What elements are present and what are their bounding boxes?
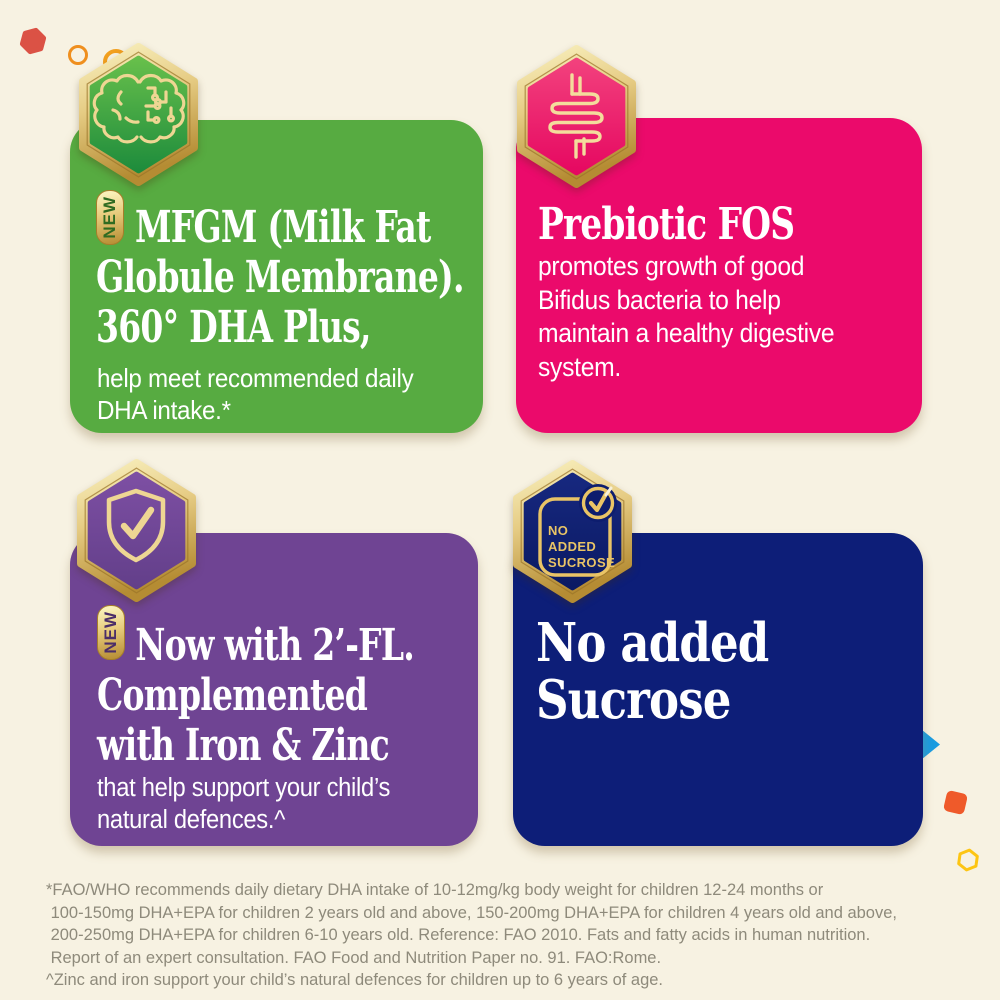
prebiotic-title: Prebiotic FOS — [538, 200, 975, 250]
2fl-new-badge: NEW — [97, 605, 125, 660]
mfgm-title-line1: MFGM (Milk Fat — [135, 202, 431, 253]
no-added-sucrose-icon: NO ADDED SUCROSE — [538, 484, 617, 577]
card-prebiotic: Prebiotic FOS promotes growth of good Bi… — [516, 45, 922, 433]
card-mfgm: NEW MFGM (Milk Fat Globule Membrane). 36… — [70, 43, 483, 433]
2fl-new-label: NEW — [101, 611, 120, 654]
card-sucrose: NO ADDED SUCROSE No added Sucrose — [513, 460, 923, 846]
sucrose-stamp-line2: ADDED — [548, 539, 596, 554]
mfgm-title: MFGM (Milk Fat Globule Membrane). 360° D… — [96, 203, 516, 353]
2fl-title-line2: Complemented — [97, 670, 368, 721]
sucrose-title-line2: Sucrose — [536, 669, 731, 731]
hexagon-decor-red — [19, 27, 47, 55]
intestine-icon — [548, 73, 604, 159]
square-decor-orange — [942, 789, 969, 816]
ring-decor-orange — [68, 45, 88, 65]
mfgm-title-line2: Globule Membrane). — [96, 252, 464, 303]
brain-icon — [92, 73, 186, 144]
mfgm-body: help meet recommended daily DHA intake.* — [97, 363, 414, 425]
footnote: *FAO/WHO recommends daily dietary DHA in… — [46, 880, 897, 990]
sucrose-hex-badge: NO ADDED SUCROSE — [513, 460, 632, 603]
prebiotic-body: promotes growth of good Bifidus bacteria… — [538, 251, 835, 382]
2fl-hex-badge — [77, 459, 196, 602]
2fl-title-line1: Now with 2’-FL. — [135, 620, 415, 671]
2fl-title-line3: with Iron & Zinc — [97, 720, 390, 771]
sucrose-title: No added Sucrose — [536, 615, 1000, 729]
prebiotic-hex-badge — [517, 45, 636, 188]
hexagon-decor-yellow — [957, 848, 979, 872]
card-2fl: NEW Now with 2’-FL. Complemented with Ir… — [70, 459, 478, 846]
sucrose-stamp-line1: NO — [548, 523, 568, 538]
prebiotic-title-line1: Prebiotic FOS — [538, 199, 795, 250]
2fl-title: Now with 2’-FL. Complemented with Iron &… — [97, 621, 517, 771]
sucrose-stamp-line3: SUCROSE — [548, 555, 615, 570]
shield-check-icon — [106, 488, 166, 563]
mfgm-new-label: NEW — [100, 196, 119, 239]
mfgm-new-badge: NEW — [96, 190, 124, 245]
mfgm-hex-badge — [79, 43, 198, 186]
2fl-body: that help support your child’s natural d… — [97, 774, 391, 834]
mfgm-title-line3: 360° DHA Plus, — [96, 302, 371, 353]
sucrose-title-line1: No added — [536, 612, 769, 674]
check-circle-icon — [579, 484, 617, 522]
